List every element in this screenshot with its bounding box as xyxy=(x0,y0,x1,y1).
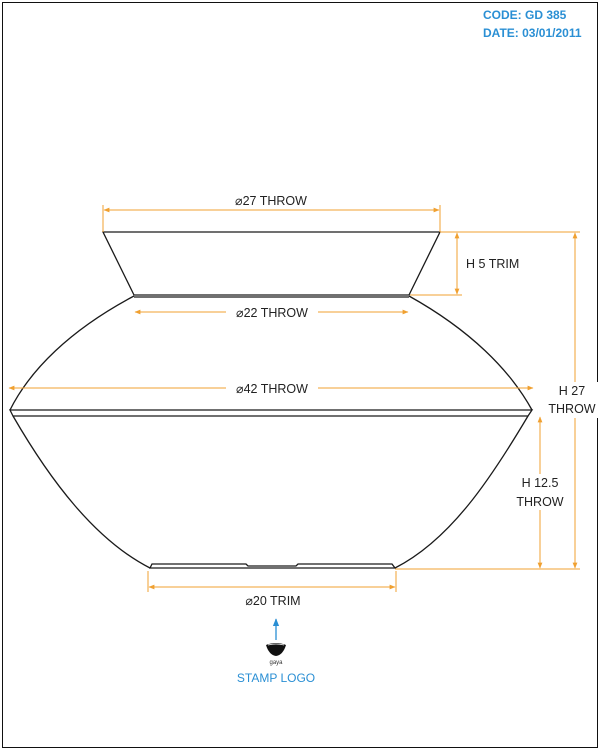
stamp-brand: gaya xyxy=(269,660,283,666)
lower-height-label-1: H 12.5 xyxy=(522,476,559,490)
dim-base-diameter: ⌀20 TRIM xyxy=(147,571,397,608)
dim-neck-diameter: ⌀22 THROW xyxy=(134,304,409,320)
base-diameter-label: ⌀20 TRIM xyxy=(245,594,300,608)
base-foot xyxy=(148,563,397,569)
dim-collar-height: H 5 TRIM xyxy=(410,231,519,296)
collar-height-label: H 5 TRIM xyxy=(466,257,519,271)
upper-body-left xyxy=(9,295,135,411)
top-diameter-label: ⌀27 THROW xyxy=(235,194,307,208)
neck-diameter-label: ⌀22 THROW xyxy=(236,306,308,320)
bowl-stamp-icon xyxy=(266,643,286,656)
product-code: CODE: GD 385 xyxy=(483,8,567,22)
dim-widest-diameter: ⌀42 THROW xyxy=(8,380,534,396)
collar-outline xyxy=(101,231,442,296)
drawing-date: DATE: 03/01/2011 xyxy=(483,26,582,40)
lower-height-label-2: THROW xyxy=(516,495,563,509)
total-height-label-2: THROW xyxy=(548,402,595,416)
stamp-logo: gaya STAMP LOGO xyxy=(237,618,315,685)
dim-total-height: H 27 THROW xyxy=(395,231,598,570)
total-height-label-1: H 27 xyxy=(559,384,585,398)
upper-body-right xyxy=(408,295,533,411)
lower-body-left xyxy=(12,415,151,569)
dim-top-diameter: ⌀27 THROW xyxy=(102,191,441,232)
stamp-logo-label: STAMP LOGO xyxy=(237,671,315,685)
lower-body-right xyxy=(394,415,529,569)
rim-band xyxy=(8,409,534,417)
dim-lower-height: H 12.5 THROW xyxy=(512,416,568,569)
vessel-outline xyxy=(8,231,534,569)
widest-diameter-label: ⌀42 THROW xyxy=(236,382,308,396)
